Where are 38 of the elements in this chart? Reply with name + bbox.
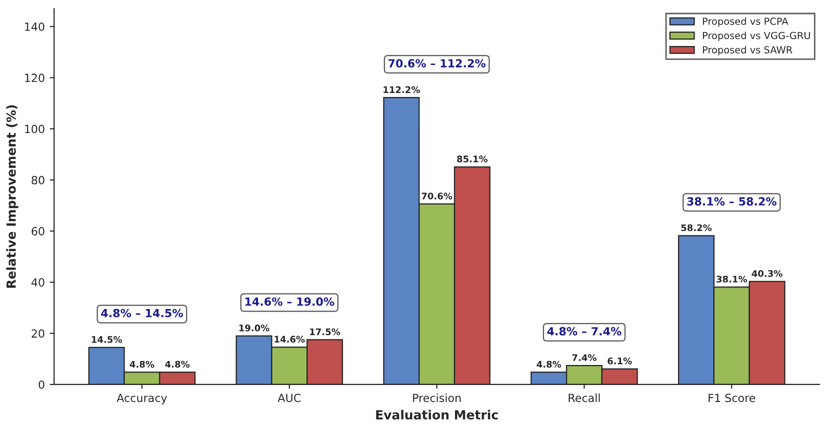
y-axis-title: Relative Improvement (%) xyxy=(6,105,18,288)
data-label: 14.5% xyxy=(92,336,122,343)
y-tick-label: 40 xyxy=(31,278,44,287)
data-label: 14.6% xyxy=(274,336,305,343)
x-tick-label: Accuracy xyxy=(116,394,167,404)
data-label: 85.1% xyxy=(457,156,488,162)
annotation: 38.1% – 58.2% xyxy=(687,197,776,206)
annotation: 70.6% – 112.2% xyxy=(388,59,486,68)
data-label: 17.5% xyxy=(310,328,340,336)
annotation: 14.6% – 19.0% xyxy=(245,297,334,306)
legend-label: Proposed vs VGG-GRU xyxy=(702,32,810,42)
x-tick-label: Recall xyxy=(568,394,600,402)
x-axis-title: Evaluation Metric xyxy=(376,410,498,420)
annotation: 4.8% – 14.5% xyxy=(101,308,183,318)
y-tick-label: 100 xyxy=(25,124,44,134)
data-label: 6.1% xyxy=(608,358,632,364)
data-label: 70.6% xyxy=(422,192,452,200)
y-tick-label: 120 xyxy=(25,74,44,82)
x-tick-label: AUC xyxy=(278,394,301,402)
data-label: 58.2% xyxy=(681,224,712,232)
x-tick-label: F1 Score xyxy=(708,394,756,402)
y-tick-label: 0 xyxy=(38,380,44,389)
y-tick-label: 60 xyxy=(32,227,44,236)
y-tick-label: 20 xyxy=(32,329,44,338)
data-label: 112.2% xyxy=(384,86,420,94)
data-label: 4.8% xyxy=(165,360,190,368)
y-tick-label: 140 xyxy=(25,22,44,31)
data-label: 40.3% xyxy=(752,270,782,277)
legend-label: Proposed vs SAWR xyxy=(702,46,792,56)
data-label: 4.8% xyxy=(130,360,154,368)
annotation: 4.8% – 7.4% xyxy=(547,327,622,336)
data-label: 4.8% xyxy=(536,360,562,368)
legend-label: Proposed vs PCPA xyxy=(702,17,788,27)
x-tick-label: Precision xyxy=(413,394,461,402)
data-label: 38.1% xyxy=(716,276,748,283)
data-label: 19.0% xyxy=(239,324,270,332)
data-label: 7.4% xyxy=(572,354,596,362)
y-tick-label: 80 xyxy=(32,176,44,184)
